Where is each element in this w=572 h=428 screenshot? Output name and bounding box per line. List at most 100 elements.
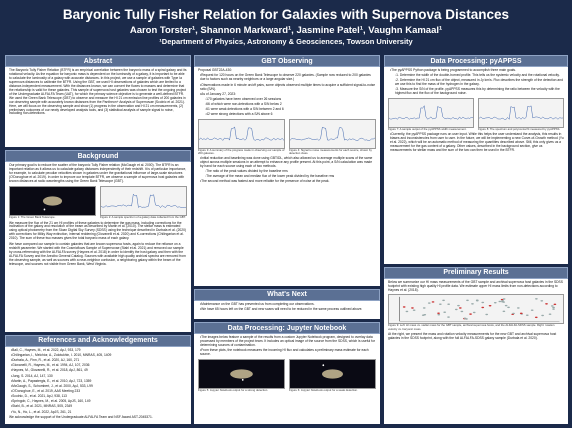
list-item: Durbala, A., Finn, R., et al. 2020, AJ, … (11, 358, 187, 363)
column: Data Processing: pyAPPSSThe pyAPPSS Pyth… (384, 55, 568, 424)
list-item: Chilingarian, I., Melchior, A., Zolotukh… (11, 353, 187, 358)
figure: Figure 1: The Green Bank Telescope. (9, 186, 96, 219)
list-item: The pyAPPSS Python package is being prog… (390, 68, 564, 73)
figure: Figure 8: The spectrum and polynomial fi… (478, 97, 564, 131)
list-item: As of January 27, 2023: (200, 92, 376, 97)
paragraph: At the right, we present the mass and ro… (388, 332, 557, 341)
section: References and AcknowledgementsBall, C.,… (5, 334, 191, 424)
section: What's NextMaintenance on the GBT has pr… (194, 288, 380, 320)
list-item: From these plots, the notebook measures … (200, 348, 376, 357)
section-heading: Data Processing: pyAPPSS (384, 55, 568, 67)
list-item: Currently, the pyAPPSS package runs on u… (390, 132, 564, 153)
figure-caption: Figure 4: Signal to noise measurements f… (289, 147, 372, 155)
figure-art (388, 294, 564, 325)
figure: Figure 7: A sample output of the pyAPPSS… (388, 97, 474, 131)
list-item: The images below feature a sample of the… (200, 335, 376, 348)
figure-art (289, 118, 376, 149)
paragraph: We have compared our sample to contain g… (9, 241, 186, 266)
section: Data Processing: Jupyter NotebookThe ima… (194, 322, 380, 424)
paragraph: Our primary goal is to reduce the scatte… (9, 163, 187, 184)
authors: Aaron Torster¹, Shannon Markward¹, Jasmi… (129, 25, 443, 36)
sub-item: 66 of which were non-detections with a S… (205, 102, 376, 107)
list-item: Request for 120 hours on the Green Bank … (200, 73, 376, 82)
figure-caption: Figure 5: Jupyter Notebook output for a … (198, 388, 269, 393)
paragraph: Proposal GBT22A-430: (198, 68, 233, 72)
section-heading: References and Acknowledgements (5, 334, 191, 347)
list-item: We have 65 hours left on the GBT and new… (200, 307, 376, 312)
section-heading: Data Processing: Jupyter Notebook (194, 322, 380, 335)
list-item: Jung, S. 2014, AJ, 147, 130 (11, 374, 187, 379)
list-item: Ball, C., Haynes, M., et al. 2022, ApJ, … (11, 348, 187, 353)
figure-art (100, 186, 187, 217)
section-heading: Preliminary Results (384, 266, 568, 279)
section-heading: What's Next (194, 288, 380, 301)
figure-row: Figure 3: A summary of the progress made… (198, 118, 376, 156)
section-body: The images below feature a sample of the… (194, 334, 380, 424)
paragraph: We acknowledge the support of the Underg… (9, 414, 153, 419)
sub-item: 1. Determine the width of the double-hor… (395, 73, 564, 78)
sub-item: The ratio of the peak values divided by … (205, 169, 376, 174)
section-heading: GBT Observing (194, 55, 380, 67)
section-body: Proposal GBT22A-430:Request for 120 hour… (194, 67, 380, 286)
sub-item: 42 were strong detections with a S/N abo… (205, 112, 376, 117)
sub-item: 61 were weak detections with a S/N betwe… (205, 107, 376, 112)
list-item: Haynes, M., Giovanelli, R., et al. 2018,… (11, 369, 187, 373)
figure-caption: Figure 2: A sample spectrum of a galaxy … (100, 215, 186, 220)
section: Preliminary Results Below we summarize ou… (384, 266, 568, 424)
list-item: The second method was fastest and more r… (200, 179, 376, 184)
figure-art (388, 97, 474, 128)
sub-item: The average of the mean and median flux … (205, 174, 376, 179)
figure-art (289, 359, 376, 390)
section-body: Our primary goal is to reduce the scatte… (5, 162, 191, 332)
figure-row: Figure 5: Jupyter Notebook output for a … (198, 359, 376, 392)
list-item: O'Donoghue, E., et al. 2019, AAS Meeting… (11, 389, 187, 394)
sub-item: 2. Determine the HI 21 cm flux of the ob… (395, 78, 564, 87)
paragraph: Below we summarize our HI mass measureme… (388, 279, 563, 292)
figure: Figure 9: Left: HI mass vs. stellar mass… (388, 294, 564, 331)
list-item: Yu, N., Ho, L., et al. 2022, ApJS, 261, … (11, 410, 187, 415)
section: Abstract The Baryonic Tully Fisher Relati… (5, 55, 191, 148)
figure-caption: Figure 9: Left: HI mass vs. stellar mass… (388, 323, 555, 331)
list-item: McGaugh, S., Schombert, J., et al. 2000,… (11, 384, 187, 389)
sub-item: 170 galaxies have been observed over 26 … (205, 97, 376, 102)
figure-art (198, 118, 285, 149)
figure-row: Figure 7: A sample output of the pyAPPSS… (388, 97, 564, 131)
figure: Figure 5: Jupyter Notebook output for a … (198, 359, 285, 392)
figure-caption: Figure 3: A summary of the progress made… (198, 147, 285, 155)
section-body: The pyAPPSS Python package is being prog… (384, 67, 568, 264)
list-item: Martin, A., Papastergis, E., et al. 2010… (11, 379, 187, 384)
figure-caption: Figure 8: The spectrum and polynomial fi… (478, 126, 561, 131)
section-heading: Background (5, 150, 191, 163)
figure: Figure 4: Signal to noise measurements f… (289, 118, 376, 156)
banner: Baryonic Tully Fisher Relation for Galax… (4, 3, 568, 51)
paragraph: We measure the flux of the 21 cm HI prof… (9, 220, 187, 241)
section-body: Ball, C., Haynes, M., et al. 2022, ApJ, … (5, 346, 191, 424)
section-body: Below we summarize our HI mass measureme… (384, 278, 568, 424)
affiliation: ¹Department of Physics, Astronomy & Geos… (159, 37, 413, 46)
list-item: Scolnic, D., et al. 2021, ApJ, 938, 113 (11, 394, 187, 399)
sub-item: 3. Measure the S/N of the profile. pyAPP… (395, 87, 564, 96)
figure-caption: Figure 6: Jupyter Notebook output for a … (289, 388, 358, 393)
figure: Figure 2: A sample spectrum of a galaxy … (100, 186, 187, 219)
figure-art (478, 97, 564, 128)
figure: Figure 3: A summary of the progress made… (198, 118, 285, 156)
list-item: Giovanelli, R., Haynes, M., et al. 1994,… (11, 363, 187, 368)
figure: Figure 6: Jupyter Notebook output for a … (289, 359, 376, 392)
section-heading: Abstract (5, 55, 191, 67)
figure-art (198, 359, 285, 390)
list-item: Maintenance on the GBT has prevented us … (200, 302, 376, 307)
list-item: Observations made in 6 minute on/off pai… (200, 83, 376, 92)
list-item: Springob, C., Haynes, M., et al. 2005, A… (11, 399, 187, 404)
figure-art (9, 186, 96, 217)
figure-caption: Figure 7: A sample output of the pyAPPSS… (388, 126, 467, 131)
title: Baryonic Tully Fisher Relation for Galax… (62, 7, 510, 22)
column: Abstract The Baryonic Tully Fisher Relati… (5, 55, 191, 424)
figure-row: Figure 9: Left: HI mass vs. stellar mass… (388, 294, 564, 331)
section: Data Processing: pyAPPSSThe pyAPPSS Pyth… (384, 55, 568, 264)
section-body: Maintenance on the GBT has prevented us … (194, 300, 380, 320)
figure-row: Figure 1: The Green Bank Telescope. Figur… (9, 186, 187, 219)
figure-caption: Figure 1: The Green Bank Telescope. (9, 215, 56, 220)
